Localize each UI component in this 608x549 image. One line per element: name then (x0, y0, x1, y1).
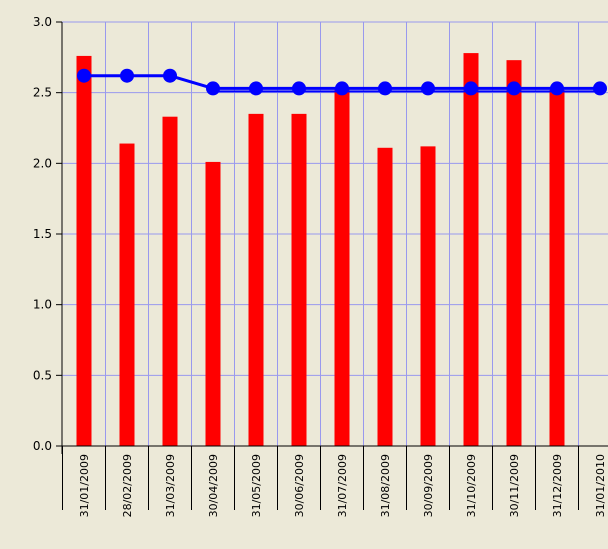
x-tick-label: 28/02/2009 (121, 454, 134, 517)
bar (377, 147, 393, 446)
x-tick-label: 30/09/2009 (422, 454, 435, 517)
bar (76, 55, 92, 447)
x-tick-label: 31/01/2010 (594, 454, 607, 517)
bar (162, 116, 178, 447)
y-tick-label: 0.0 (33, 439, 52, 453)
bar (549, 89, 565, 446)
data-point (550, 81, 564, 96)
y-tick-label: 2.0 (33, 156, 52, 170)
data-point (335, 81, 349, 96)
y-axis-ticks: 0.0 0.5 1.0 1.5 2.0 2.5 3.0 (33, 15, 62, 453)
data-point (421, 81, 435, 96)
bar (205, 161, 221, 447)
y-tick-label: 1.0 (33, 298, 52, 312)
x-tick-label: 31/03/2009 (164, 454, 177, 517)
data-point (507, 81, 521, 96)
x-axis-ticks: 31/01/2009 28/02/2009 31/03/2009 30/04/2009… (62, 446, 607, 517)
bar-series (76, 53, 565, 447)
bar (119, 143, 135, 446)
x-tick-label: 30/04/2009 (207, 454, 220, 517)
x-tick-label: 31/08/2009 (379, 454, 392, 517)
data-point (206, 81, 220, 96)
x-tick-label: 31/07/2009 (336, 454, 349, 517)
y-tick-label: 3.0 (33, 15, 52, 29)
bar (463, 53, 479, 447)
bar (248, 113, 264, 446)
y-tick-label: 1.5 (33, 227, 52, 241)
x-tick-label: 30/06/2009 (293, 454, 306, 517)
data-point (77, 68, 91, 83)
data-point (464, 81, 478, 96)
x-tick-label: 31/12/2009 (551, 454, 564, 517)
y-tick-label: 2.5 (33, 86, 52, 100)
bar (291, 113, 307, 446)
line-series (77, 68, 607, 96)
data-point (593, 81, 607, 96)
bar (506, 60, 522, 446)
bar (334, 88, 350, 446)
bar (420, 146, 436, 446)
data-point (249, 81, 263, 96)
data-point (163, 68, 177, 83)
x-tick-label: 31/10/2009 (465, 454, 478, 517)
y-tick-label: 0.5 (33, 368, 52, 382)
data-point (378, 81, 392, 96)
data-point (292, 81, 306, 96)
x-tick-label: 31/05/2009 (250, 454, 263, 517)
x-tick-label: 30/11/2009 (508, 454, 521, 517)
x-tick-label: 31/01/2009 (78, 454, 91, 517)
data-point (120, 68, 134, 83)
